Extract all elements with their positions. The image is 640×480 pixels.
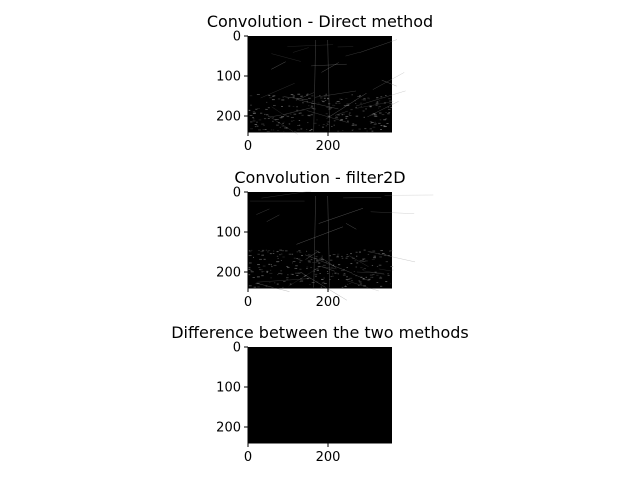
image-filter2d — [248, 192, 392, 288]
y-tick-label: 200 — [216, 110, 241, 125]
y-tick-label: 0 — [233, 341, 241, 356]
x-tick-label: 200 — [316, 139, 341, 154]
y-tick-label: 100 — [216, 226, 241, 241]
y-tick-label: 200 — [216, 266, 241, 281]
x-tick-label: 0 — [244, 295, 252, 310]
image-difference — [248, 347, 392, 443]
x-tick-label: 0 — [244, 450, 252, 465]
x-tick-label: 200 — [316, 450, 341, 465]
y-tick-label: 0 — [233, 30, 241, 45]
y-tick-label: 100 — [216, 70, 241, 85]
y-tick-label: 100 — [216, 381, 241, 396]
x-tick-label: 0 — [244, 139, 252, 154]
subplot-title: Difference between the two methods — [171, 323, 469, 342]
image-direct — [248, 36, 392, 132]
y-tick-label: 0 — [233, 186, 241, 201]
subplot-title: Convolution - filter2D — [234, 168, 405, 187]
x-tick-label: 200 — [316, 295, 341, 310]
y-tick-label: 200 — [216, 421, 241, 436]
subplot-title: Convolution - Direct method — [207, 12, 433, 31]
